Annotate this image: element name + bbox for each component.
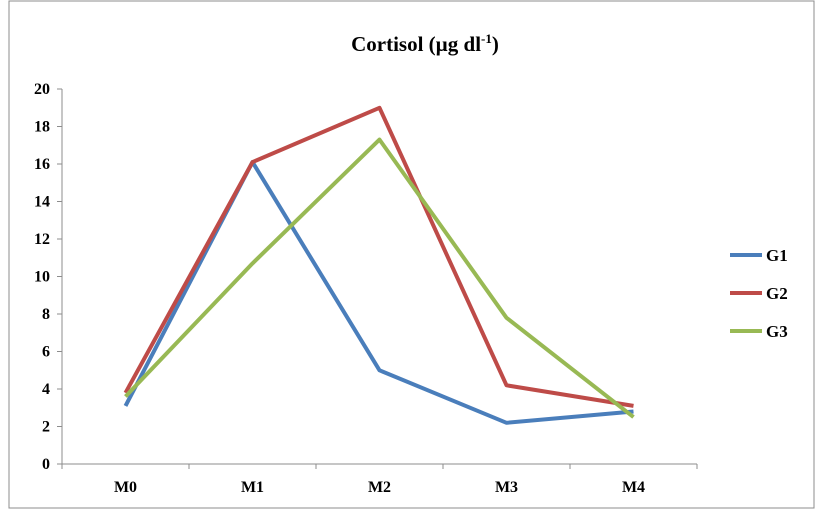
chart-border	[8, 0, 815, 509]
y-tick-label: 18	[34, 119, 50, 136]
series-line-g1	[123, 160, 634, 425]
y-tick-label: 10	[34, 269, 50, 286]
x-tick-label: M1	[241, 479, 264, 496]
y-tick-label: 2	[42, 419, 50, 436]
legend-label-g3: G3	[766, 322, 788, 341]
legend: G1 G2 G3	[730, 246, 788, 341]
y-tick-label: 14	[34, 194, 50, 211]
chart-title-main: Cortisol (µg dl	[351, 32, 482, 56]
chart-title-superscript: -1	[481, 31, 492, 46]
series-lines	[123, 105, 635, 425]
x-tick-label: M0	[114, 479, 137, 496]
legend-label-g2: G2	[766, 284, 788, 303]
series-line-g2	[123, 105, 634, 408]
legend-label-g1: G1	[766, 246, 788, 265]
x-tick-label: M4	[622, 479, 645, 496]
chart-title: Cortisol (µg dl-1)	[275, 32, 575, 57]
y-tick-label: 6	[42, 344, 50, 361]
y-tick-label: 0	[42, 456, 50, 473]
x-tick-label: M2	[368, 479, 391, 496]
y-tick-label: 8	[42, 306, 50, 323]
y-tick-label: 4	[42, 381, 50, 398]
axes: 0 2 4 6 8 10 12 14 16 18 20 M0 M1 M2 M3 M4	[34, 81, 698, 496]
y-tick-label: 20	[34, 81, 50, 98]
x-tick-label: M3	[495, 479, 518, 496]
chart-title-close: )	[491, 32, 499, 56]
series-line-g3	[124, 137, 635, 419]
y-tick-label: 16	[34, 156, 50, 173]
y-tick-label: 12	[34, 231, 50, 248]
